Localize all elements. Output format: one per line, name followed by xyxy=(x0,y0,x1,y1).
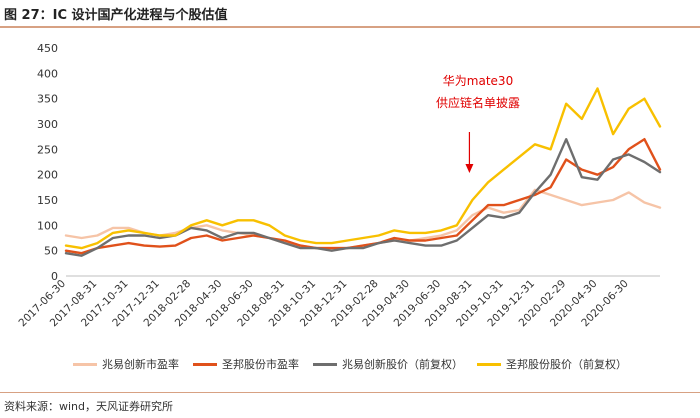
legend-label-shengbang-pe: 圣邦股份市盈率 xyxy=(222,358,299,371)
annotation: 华为mate30 供应链名单披露 xyxy=(418,70,538,114)
legend-swatch-zhaoyi-price xyxy=(313,362,337,366)
title-divider xyxy=(0,26,700,28)
y-tick-label: 100 xyxy=(37,219,58,232)
legend-item-shengbang-pe: 圣邦股份市盈率 xyxy=(193,356,299,372)
y-tick-label: 50 xyxy=(44,245,58,258)
legend-item-shengbang-price: 圣邦股份股价（前复权） xyxy=(477,356,627,372)
annotation-arrow-head xyxy=(465,164,474,173)
annotation-line2: 供应链名单披露 xyxy=(435,96,520,110)
legend-label-zhaoyi-pe: 兆易创新市盈率 xyxy=(102,358,179,371)
legend-label-shengbang-price: 圣邦股份股价（前复权） xyxy=(506,358,627,371)
y-tick-label: 200 xyxy=(37,169,58,182)
legend: 兆易创新市盈率 圣邦股份市盈率 兆易创新股价（前复权） 圣邦股份股价（前复权） xyxy=(0,356,700,372)
footer-divider xyxy=(0,392,700,393)
legend-item-zhaoyi-pe: 兆易创新市盈率 xyxy=(73,356,179,372)
chart-title: 图 27：IC 设计国产化进程与个股估值 xyxy=(4,8,228,23)
y-tick-label: 350 xyxy=(37,93,58,106)
annotation-line1: 华为mate30 xyxy=(442,74,514,88)
line-chart: 0501001502002503003504004502017-06-30201… xyxy=(16,42,662,329)
source-note: 资料来源：wind，天风证券研究所 xyxy=(4,400,174,413)
legend-label-zhaoyi-price: 兆易创新股价（前复权） xyxy=(342,358,463,371)
series-line-2 xyxy=(64,137,662,257)
legend-swatch-zhaoyi-pe xyxy=(73,362,97,366)
legend-item-zhaoyi-price: 兆易创新股价（前复权） xyxy=(313,356,463,372)
y-tick-label: 450 xyxy=(37,42,58,55)
legend-swatch-shengbang-price xyxy=(477,362,501,366)
series-line-1 xyxy=(64,137,662,255)
y-tick-label: 300 xyxy=(37,118,58,131)
y-tick-label: 400 xyxy=(37,67,58,80)
legend-swatch-shengbang-pe xyxy=(193,362,217,366)
series-line-3 xyxy=(64,87,662,250)
series-line-0 xyxy=(64,188,662,250)
y-tick-label: 0 xyxy=(51,270,58,283)
y-tick-label: 250 xyxy=(37,143,58,156)
y-tick-label: 150 xyxy=(37,194,58,207)
